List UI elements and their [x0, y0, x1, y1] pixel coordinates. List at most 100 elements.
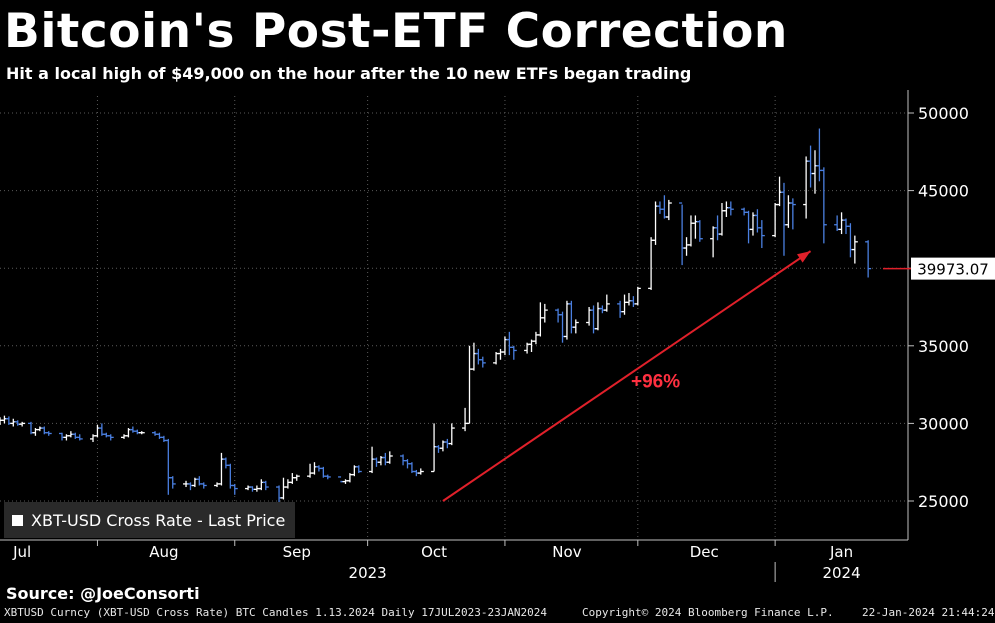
candle [369, 446, 376, 474]
candle [218, 452, 225, 486]
x-axis-ticks: Jul Aug Sep Oct Nov Dec Jan 2023 2024 [12, 540, 861, 582]
candle [603, 294, 610, 312]
source-credit: Source: @JoeConsorti [6, 584, 200, 603]
y-tick-label: 35000 [918, 337, 969, 356]
candle [103, 432, 110, 438]
candle [838, 212, 845, 235]
candle [652, 201, 659, 245]
candle [785, 195, 792, 228]
candle [94, 424, 101, 438]
candle [559, 311, 566, 343]
candle [648, 237, 655, 290]
candle [820, 167, 827, 244]
growth-label: +96% [631, 372, 680, 393]
y-tick-label: 30000 [918, 414, 969, 433]
footer-timestamp: 22-Jan-2024 21:44:24 [862, 606, 995, 619]
candle [754, 209, 761, 233]
candle [121, 434, 128, 439]
x-month-label: Jan [829, 543, 853, 561]
candle [169, 476, 176, 489]
candle [537, 302, 544, 337]
candles [0, 128, 872, 503]
candle [19, 421, 26, 427]
candle [276, 485, 283, 503]
candle [683, 237, 690, 256]
candle [293, 474, 300, 481]
candle [382, 452, 389, 466]
candle [625, 293, 632, 306]
candle [14, 420, 21, 426]
candle [851, 235, 858, 264]
legend-label: XBT-USD Cross Rate - Last Price [31, 510, 286, 530]
candle [572, 319, 579, 334]
candle [417, 468, 424, 475]
candle [555, 308, 562, 323]
legend-swatch [12, 514, 23, 526]
candle [506, 331, 513, 356]
candle [865, 240, 872, 278]
candle [656, 201, 663, 214]
candle [448, 423, 455, 446]
candle [617, 300, 624, 318]
candle [470, 342, 477, 371]
last-price-group: 39973.07 [883, 257, 995, 280]
candle [594, 302, 601, 331]
candle [541, 303, 548, 323]
candle [661, 195, 668, 219]
candle [807, 145, 814, 188]
last-price-label: 39973.07 [917, 261, 989, 279]
candle [727, 201, 734, 216]
x-month-label: Dec [690, 543, 719, 561]
candle [342, 479, 349, 484]
candle [1, 415, 8, 424]
candle [811, 150, 818, 194]
candle [76, 434, 83, 441]
candle [0, 417, 3, 425]
footer-copyright: Copyright© 2024 Bloomberg Finance L.P. [582, 606, 834, 619]
candle [630, 296, 637, 307]
candle [311, 462, 318, 475]
candle [431, 423, 438, 473]
candle [222, 457, 229, 469]
x-year-label: 2023 [349, 564, 387, 582]
candle [510, 345, 517, 360]
candle [687, 215, 694, 247]
candle [466, 345, 473, 425]
y-axis-ticks: 25000 30000 35000 45000 50000 [908, 104, 969, 511]
x-month-label: Oct [421, 543, 447, 561]
growth-arrow-head [796, 251, 811, 263]
x-month-label: Jul [12, 543, 31, 561]
footer-security-info: XBTUSD Curncy (XBT-USD Cross Rate) BTC C… [4, 606, 548, 619]
candle [599, 305, 606, 314]
x-year-label: 2024 [822, 564, 860, 582]
candle [10, 418, 17, 427]
annotation-group: +96% [442, 250, 812, 502]
candle [665, 199, 672, 221]
y-tick-label: 50000 [918, 104, 969, 123]
candle [847, 223, 854, 258]
candle [36, 426, 43, 432]
candle [152, 431, 159, 436]
candle [758, 220, 765, 249]
candle [462, 407, 469, 432]
candle [280, 477, 287, 500]
candle [718, 203, 725, 236]
y-tick-label: 25000 [918, 492, 969, 511]
candle [231, 483, 238, 495]
candle [723, 201, 730, 217]
candle [679, 202, 686, 266]
chart-subtitle: Hit a local high of $49,000 on the hour … [6, 64, 692, 83]
candle [138, 431, 145, 435]
candle [745, 210, 752, 244]
candle [59, 432, 66, 441]
candle [355, 465, 362, 474]
candle [386, 451, 393, 464]
legend: XBT-USD Cross Rate - Last Price [4, 502, 296, 538]
candle [563, 300, 570, 340]
candle [200, 482, 207, 489]
candle [621, 294, 628, 315]
candle [245, 485, 252, 491]
candle [45, 431, 52, 436]
candle [107, 434, 114, 441]
